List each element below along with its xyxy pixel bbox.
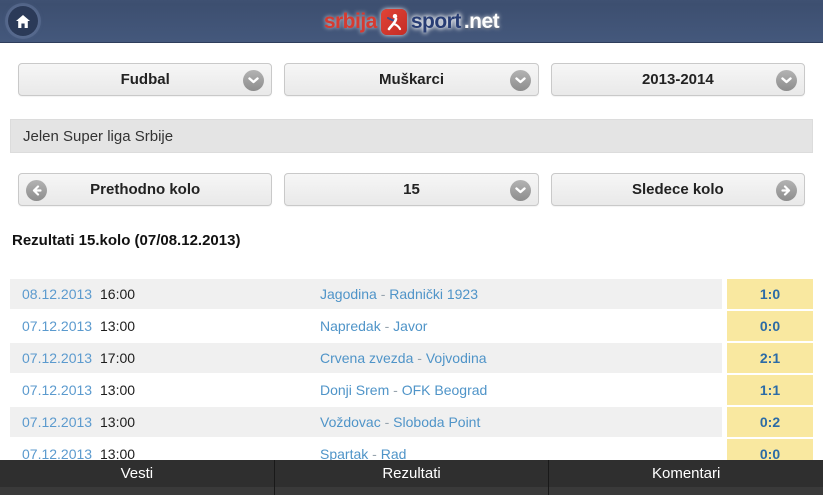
league-header: Jelen Super liga Srbije xyxy=(10,119,813,153)
match-teams[interactable]: Napredak - Javor xyxy=(320,318,427,334)
match-time: 13:00 xyxy=(100,382,136,398)
athlete-figure-icon xyxy=(380,8,407,35)
chevron-down-icon xyxy=(243,70,265,91)
away-team-link[interactable]: Javor xyxy=(393,318,428,334)
table-row: 07.12.2013 13:00 Donji Srem - OFK Beogra… xyxy=(10,375,813,405)
league-header-label: Jelen Super liga Srbije xyxy=(23,127,174,145)
previous-round-button[interactable]: Prethodno kolo xyxy=(18,173,273,206)
gender-dropdown-label: Muškarci xyxy=(378,71,445,88)
match-time: 13:00 xyxy=(100,446,136,462)
match-time: 13:00 xyxy=(100,318,136,334)
chevron-down-icon xyxy=(509,180,531,201)
match-date-link[interactable]: 07.12.2013 xyxy=(22,382,93,398)
away-team-link[interactable]: OFK Beograd xyxy=(401,382,488,398)
table-row: 07.12.2013 13:00 Voždovac - Sloboda Poin… xyxy=(10,407,813,437)
top-bar: srbija sport .net xyxy=(0,0,823,43)
teams-separator: - xyxy=(393,382,398,398)
arrow-right-icon xyxy=(775,180,797,201)
logo-text-net: .net xyxy=(463,9,500,33)
match-date-link[interactable]: 07.12.2013 xyxy=(22,318,93,334)
chevron-down-icon xyxy=(775,70,797,91)
teams-separator: - xyxy=(417,350,422,366)
results-title: Rezultati 15.kolo (07/08.12.2013) xyxy=(12,232,241,249)
season-dropdown[interactable]: 2013-2014 xyxy=(550,63,805,96)
teams-separator: - xyxy=(380,286,386,302)
teams-separator: - xyxy=(384,414,390,430)
home-team-link[interactable]: Voždovac xyxy=(320,414,381,430)
match-date-link[interactable]: 07.12.2013 xyxy=(22,446,93,462)
away-team-link[interactable]: Sloboda Point xyxy=(393,414,481,430)
teams-separator: - xyxy=(384,318,390,334)
score-cell[interactable]: 1:1 xyxy=(727,375,813,405)
sport-dropdown[interactable]: Fudbal xyxy=(18,63,273,96)
arrow-left-icon xyxy=(26,180,47,201)
match-date-link[interactable]: 08.12.2013 xyxy=(22,286,93,302)
previous-round-label: Prethodno kolo xyxy=(90,181,201,198)
score-cell[interactable]: 0:2 xyxy=(727,407,813,437)
logo-text-srbija: srbija xyxy=(323,9,378,33)
match-teams[interactable]: Spartak - Rad xyxy=(320,446,406,462)
home-team-link[interactable]: Jagodina xyxy=(320,286,377,302)
home-button[interactable] xyxy=(8,6,38,36)
away-team-link[interactable]: Radnički 1923 xyxy=(389,286,479,302)
match-info: 07.12.2013 13:00 Donji Srem - OFK Beogra… xyxy=(10,375,722,405)
match-info: 07.12.2013 13:00 Napredak - Javor xyxy=(10,311,722,341)
score-cell[interactable]: 2:1 xyxy=(727,343,813,373)
match-teams[interactable]: Donji Srem - OFK Beograd xyxy=(320,382,487,398)
match-time: 17:00 xyxy=(100,350,136,366)
match-date-link[interactable]: 07.12.2013 xyxy=(22,414,93,430)
round-dropdown[interactable]: 15 xyxy=(284,173,539,206)
next-round-button[interactable]: Sledece kolo xyxy=(550,173,805,206)
nav-item-rezultati[interactable]: Rezultati xyxy=(273,460,549,495)
match-teams[interactable]: Voždovac - Sloboda Point xyxy=(320,414,480,430)
match-time: 13:00 xyxy=(100,414,136,430)
home-team-link[interactable]: Donji Srem xyxy=(320,382,390,398)
bottom-nav: Vesti Rezultati Komentari xyxy=(0,460,823,495)
away-team-link[interactable]: Rad xyxy=(380,446,407,462)
score-cell[interactable]: 0:0 xyxy=(727,311,813,341)
home-team-link[interactable]: Napredak xyxy=(320,318,381,334)
chevron-down-icon xyxy=(509,70,531,91)
match-teams[interactable]: Crvena zvezda - Vojvodina xyxy=(320,350,487,366)
sport-dropdown-label: Fudbal xyxy=(120,71,170,88)
table-row: 08.12.2013 16:00 Jagodina - Radnički 192… xyxy=(10,279,813,309)
match-time: 16:00 xyxy=(100,286,136,302)
filter-row: Fudbal Muškarci 2013-2014 xyxy=(18,63,805,96)
match-info: 08.12.2013 16:00 Jagodina - Radnički 192… xyxy=(10,279,722,309)
table-row: 07.12.2013 13:00 Napredak - Javor 0:0 xyxy=(10,311,813,341)
home-team-link[interactable]: Spartak xyxy=(320,446,369,462)
next-round-label: Sledece kolo xyxy=(631,181,724,198)
nav-item-vesti[interactable]: Vesti xyxy=(0,460,274,495)
table-row: 07.12.2013 17:00 Crvena zvezda - Vojvodi… xyxy=(10,343,813,373)
teams-separator: - xyxy=(372,446,377,462)
round-nav-row: Prethodno kolo 15 Sledece kolo xyxy=(18,173,805,206)
nav-item-komentari[interactable]: Komentari xyxy=(548,460,823,495)
round-dropdown-value: 15 xyxy=(403,181,420,198)
score-cell[interactable]: 1:0 xyxy=(727,279,813,309)
match-info: 07.12.2013 13:00 Voždovac - Sloboda Poin… xyxy=(10,407,722,437)
logo-text-sport: sport xyxy=(410,9,462,33)
home-team-link[interactable]: Crvena zvezda xyxy=(320,350,414,366)
match-date-link[interactable]: 07.12.2013 xyxy=(22,350,93,366)
away-team-link[interactable]: Vojvodina xyxy=(425,350,487,366)
match-info: 07.12.2013 17:00 Crvena zvezda - Vojvodi… xyxy=(10,343,722,373)
match-teams[interactable]: Jagodina - Radnički 1923 xyxy=(320,286,478,302)
results-table: 08.12.2013 16:00 Jagodina - Radnički 192… xyxy=(10,279,813,469)
season-dropdown-label: 2013-2014 xyxy=(641,71,714,88)
gender-dropdown[interactable]: Muškarci xyxy=(284,63,539,96)
home-icon xyxy=(15,14,31,29)
site-logo[interactable]: srbija sport .net xyxy=(0,0,823,43)
